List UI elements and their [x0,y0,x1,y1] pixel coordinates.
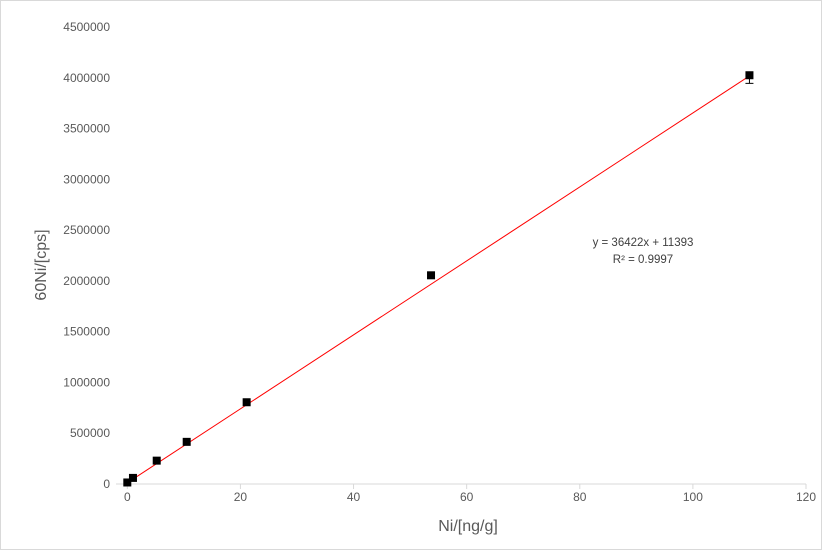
y-tick-label: 4500000 [63,20,110,34]
x-tick-label: 100 [683,490,703,504]
x-tick-label: 60 [460,490,474,504]
y-tick-label: 3500000 [63,122,110,136]
y-tick-label: 4000000 [63,71,110,85]
y-tick-label: 3000000 [63,172,110,186]
x-tick-marks [126,484,807,489]
data-point [182,437,191,446]
trendline [127,75,750,484]
x-tick-label: 80 [573,490,587,504]
trendline-equation: y = 36422x + 11393 [593,237,694,249]
data-points [123,71,754,487]
x-axis-title: Ni/[ng/g] [438,518,498,535]
y-tick-label: 2500000 [63,223,110,237]
y-tick-label: 1500000 [63,325,110,339]
y-tick-label: 1000000 [63,375,110,389]
data-point [123,478,132,487]
y-axis-title: 60Ni/[cps] [33,229,50,300]
data-point [152,456,161,465]
x-tick-labels: 0 20 40 60 80 100 120 [124,490,816,504]
x-tick-label: 120 [796,490,816,504]
y-tick-labels: 0 500000 1000000 1500000 2000000 2500000 30000… [63,20,110,491]
y-tick-label: 2000000 [63,274,110,288]
data-point [242,398,251,407]
data-point [745,71,754,80]
x-tick-label: 20 [234,490,248,504]
trendline-r2: R² = 0.9997 [613,254,673,266]
y-tick-label: 0 [103,477,110,491]
y-tick-label: 500000 [70,426,110,440]
data-point [427,271,436,280]
data-point [128,473,137,482]
x-tick-label: 40 [347,490,361,504]
x-tick-label: 0 [124,490,131,504]
